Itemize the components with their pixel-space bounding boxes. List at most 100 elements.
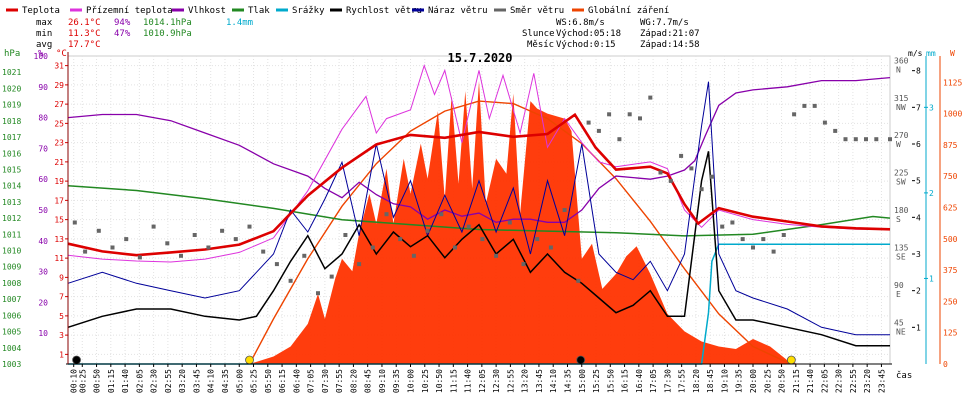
dir-tick-degree: 135 [894,244,909,253]
wind-direction-point [411,253,416,258]
dir-tick-name: E [896,290,901,299]
global-radiation-area [249,81,798,364]
x-tick-label: 16:40 [635,369,644,393]
temp-tick-label: 17 [54,196,64,205]
pct-tick-label: 30 [38,268,48,277]
hpa-axis-title: hPa [4,49,20,59]
wind-direction-point [206,245,211,250]
legend-label: Přízemní teplota [86,6,173,16]
dir-tick-degree: 360 [894,56,909,65]
wind-direction-point [548,245,553,250]
wind-direction-point [192,233,197,237]
dir-tick-degree: 45 [894,319,904,328]
wind-wg: WG:7.7m/s [640,18,689,28]
hpa-tick-label: 1014 [2,182,21,191]
moonrise-marker [72,355,81,365]
wind-direction-point [288,278,293,283]
temp-tick-label: 19 [54,177,64,186]
mm-tick-label: 1 [929,274,934,283]
w-tick-label: 250 [943,297,958,306]
x-tick-label: 13:20 [521,369,530,393]
wind-direction-point [247,224,252,229]
wind-direction-point [586,120,591,125]
x-tick-label: 23:20 [863,369,872,393]
x-tick-label: 17:55 [678,369,687,393]
x-tick-label: 03:45 [192,369,201,393]
x-tick-label: 04:35 [221,369,230,393]
w-tick-label: 375 [943,266,958,275]
wind-direction-point [617,137,622,142]
wind-direction-point [261,249,266,254]
wind-direction-point [274,262,279,267]
temp-tick-label: 15 [54,216,64,225]
x-tick-label: 00:50 [93,369,102,393]
hpa-tick-label: 1017 [2,133,21,142]
temp-tick-label: 23 [54,139,64,148]
stat-max-label: max [36,18,53,28]
hpa-tick-label: 1009 [2,263,21,272]
legend-label: Směr větru [510,6,564,16]
x-tick-label: 00:10 [70,369,79,393]
hpa-tick-label: 1016 [2,149,21,158]
x-tick-label: 08:45 [364,369,373,393]
legend-label: Vlhkost [188,6,226,16]
w-tick-label: 750 [943,172,958,181]
wind-direction-point [812,103,817,108]
w-tick-label: 875 [943,141,958,150]
wind-direction-point [864,137,868,142]
stat-min-press: 1010.9hPa [143,29,192,39]
x-tick-label: 22:55 [849,369,858,393]
wind-direction-point [507,220,512,225]
pct-tick-label: 10 [38,329,48,338]
sun-moon-block: WS:6.8m/s WG:7.7m/s Slunce Východ:05:18 … [522,18,700,50]
x-tick-label: 17:30 [663,369,672,393]
wind-direction-point [874,137,879,142]
dir-tick-degree: 180 [894,206,909,215]
dir-tick-name: SE [896,253,906,262]
wind-direction-point [494,253,499,258]
ms-tick-label: 6 [916,140,921,149]
hpa-tick-label: 1006 [2,311,21,320]
dir-tick-name: W [896,140,901,149]
sunrise-marker [245,355,254,365]
x-tick-label: 06:40 [292,369,301,393]
legend-label: Globální záření [588,6,669,16]
x-tick-label: 04:10 [207,369,216,393]
ms-tick-label: 1 [916,323,921,332]
wind-direction-point [709,174,714,179]
ground-temperature-line [67,64,890,263]
x-tick-label: 12:30 [492,369,501,393]
wind-direction-point [302,253,307,258]
wind-direction-point [761,237,766,242]
legend-label: Srážky [292,6,325,16]
wind-direction-point [627,112,632,117]
temp-tick-label: 31 [54,62,64,71]
x-tick-label: 10:50 [435,369,444,393]
x-tick-label: 23:45 [877,369,886,393]
stat-max-rain: 1.4mm [226,18,253,28]
stat-min-temp: 11.3°C [68,29,101,39]
x-tick-label: 19:10 [720,369,729,393]
x-tick-label: 05:00 [235,369,244,393]
wind-direction-point [316,291,320,296]
wind-direction-point [658,170,663,175]
wind-direction-point [751,245,755,250]
legend-label: Tlak [248,6,270,16]
temp-tick-label: 27 [54,100,64,109]
sunset-marker [786,355,796,365]
wind-direction-point [425,228,430,233]
moonset-marker [576,355,586,365]
wind-direction-point [398,237,403,242]
x-tick-label: 14:10 [549,369,558,393]
x-tick-label: 19:35 [735,369,744,393]
sun-label: Slunce [522,29,555,39]
x-tick-label: 07:05 [307,369,316,393]
wind-direction-point [384,212,389,217]
hpa-tick-label: 1003 [2,360,21,369]
hpa-tick-label: 1008 [2,279,21,288]
wind-direction-point [220,228,225,233]
chart-title: 15.7.2020 [447,51,512,65]
pct-tick-label: 70 [38,144,48,153]
wind-direction-point [439,212,444,217]
